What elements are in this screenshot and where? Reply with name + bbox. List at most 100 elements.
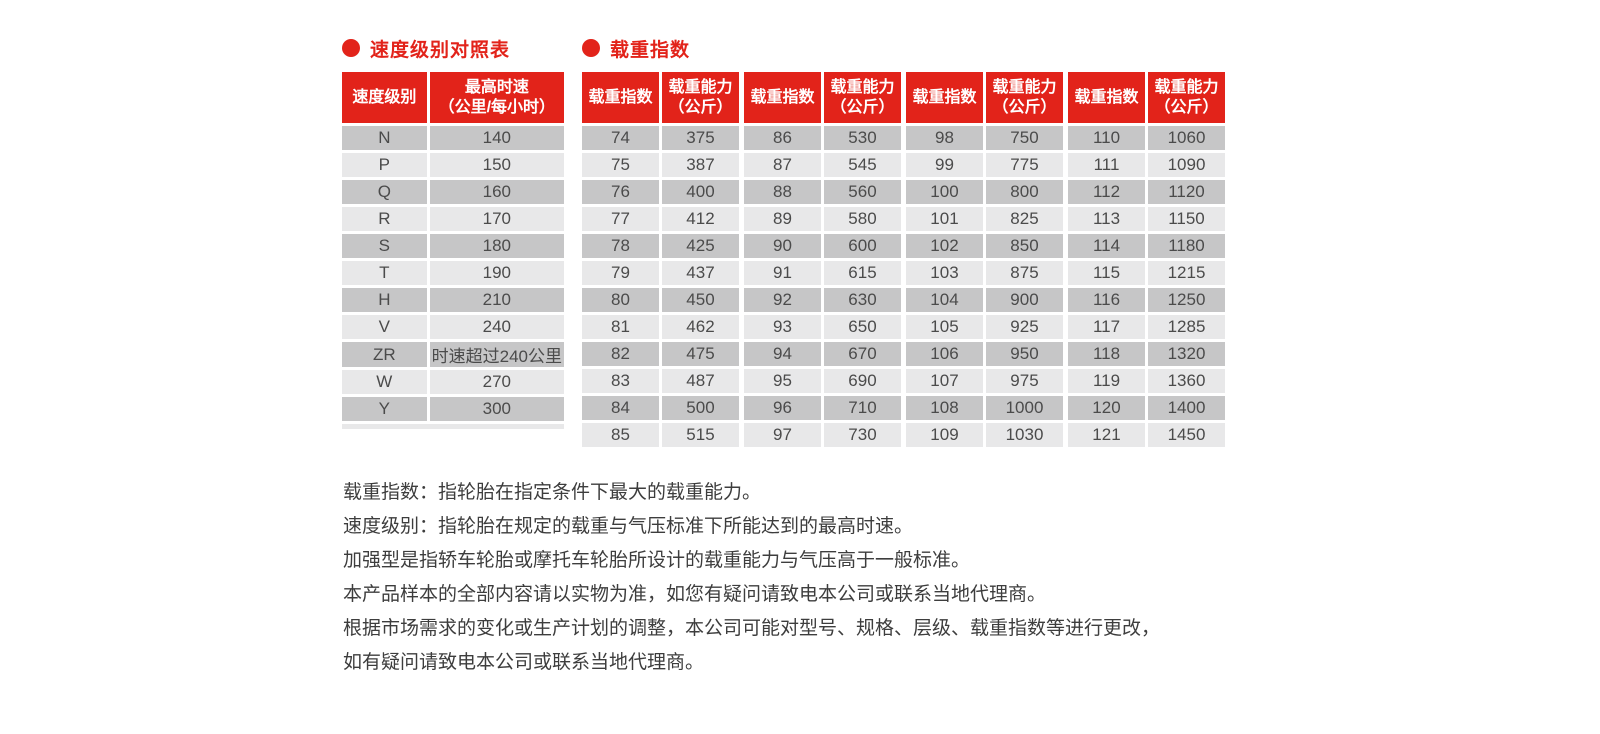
table-cell: 102 bbox=[906, 232, 986, 261]
table-cell: 105 bbox=[906, 313, 986, 342]
header-row: 速度级别 最高时速 （公里/每小时） bbox=[342, 72, 564, 126]
max-speed-column-header: 最高时速 （公里/每小时） bbox=[428, 72, 564, 126]
load-index-table-group-1: 载重指数 载重能力 （公斤） 74 375 75 387 76 400 77 412 78 425… bbox=[582, 72, 739, 450]
table-cell: 730 bbox=[822, 421, 901, 450]
table-cell: 750 bbox=[984, 124, 1063, 153]
table-cell: 560 bbox=[822, 178, 901, 207]
table-cell: 462 bbox=[660, 313, 739, 342]
table-row: 102 850 bbox=[906, 232, 1063, 261]
table-row: 104 900 bbox=[906, 286, 1063, 315]
table-cell: 86 bbox=[744, 124, 824, 153]
table-row: S 180 bbox=[342, 232, 564, 261]
table-cell: 118 bbox=[1068, 340, 1148, 369]
table-cell: 1060 bbox=[1146, 124, 1225, 153]
table-row: 112 1120 bbox=[1068, 178, 1225, 207]
table-row: 83 487 bbox=[582, 367, 739, 396]
table-row: 79 437 bbox=[582, 259, 739, 288]
table-row: 82 475 bbox=[582, 340, 739, 369]
table-cell: 1180 bbox=[1146, 232, 1225, 261]
table-cell: 114 bbox=[1068, 232, 1148, 261]
table-row: 90 600 bbox=[744, 232, 901, 261]
table-cell: 101 bbox=[906, 205, 986, 234]
table-cell: 1215 bbox=[1146, 259, 1225, 288]
header-row: 载重指数 载重能力 （公斤） bbox=[582, 72, 739, 126]
table-cell: 475 bbox=[660, 340, 739, 369]
table-cell: 850 bbox=[984, 232, 1063, 261]
table-row: 88 560 bbox=[744, 178, 901, 207]
table-cell: 113 bbox=[1068, 205, 1148, 234]
table-cell: 83 bbox=[582, 367, 662, 396]
table-cell: 300 bbox=[428, 395, 564, 424]
table-cell: 89 bbox=[744, 205, 824, 234]
table-cell: 112 bbox=[1068, 178, 1148, 207]
load-index-table-group-2: 载重指数 载重能力 （公斤） 86 530 87 545 88 560 89 580 90 600… bbox=[744, 72, 901, 450]
header-line2: （公里/每小时） bbox=[438, 98, 556, 116]
header-line2: （公斤） bbox=[830, 98, 895, 116]
table-cell: 545 bbox=[822, 151, 901, 180]
note-line: 速度级别：指轮胎在规定的载重与气压标准下所能达到的最高时速。 bbox=[343, 516, 914, 537]
table-cell: 775 bbox=[984, 151, 1063, 180]
table-row: 115 1215 bbox=[1068, 259, 1225, 288]
table-cell: 110 bbox=[1068, 124, 1148, 153]
load-index-column-header: 载重指数 bbox=[744, 72, 824, 126]
table-cell: 117 bbox=[1068, 313, 1148, 342]
table-cell: 1320 bbox=[1146, 340, 1225, 369]
speed-table-body: N 140 P 150 Q 160 R 170 S 180 T 190 H 210 V 240 ZR 时速超过24… bbox=[342, 124, 564, 424]
table-cell: N bbox=[342, 124, 430, 153]
load-index-table-group-3: 载重指数 载重能力 （公斤） 98 750 99 775 100 800 101 825 102… bbox=[906, 72, 1063, 450]
table-cell: 75 bbox=[582, 151, 662, 180]
header-row: 载重指数 载重能力 （公斤） bbox=[906, 72, 1063, 126]
load-table-body: 74 375 75 387 76 400 77 412 78 425 79 437 80 450 81 462… bbox=[582, 124, 739, 450]
table-cell: 950 bbox=[984, 340, 1063, 369]
table-cell: 630 bbox=[822, 286, 901, 315]
table-row: H 210 bbox=[342, 286, 564, 315]
load-table-body: 86 530 87 545 88 560 89 580 90 600 91 615 92 630 93 650… bbox=[744, 124, 901, 450]
header-row: 载重指数 载重能力 （公斤） bbox=[1068, 72, 1225, 126]
header-row: 载重指数 载重能力 （公斤） bbox=[744, 72, 901, 126]
table-row: N 140 bbox=[342, 124, 564, 153]
table-cell: 104 bbox=[906, 286, 986, 315]
table-row: 110 1060 bbox=[1068, 124, 1225, 153]
table-cell: 79 bbox=[582, 259, 662, 288]
table-cell: 94 bbox=[744, 340, 824, 369]
table-cell: T bbox=[342, 259, 430, 288]
speed-rating-table: 速度级别 最高时速 （公里/每小时） N 140 P 150 Q 160 R 170 S 180 T… bbox=[342, 72, 564, 424]
table-row: 98 750 bbox=[906, 124, 1063, 153]
table-row: 106 950 bbox=[906, 340, 1063, 369]
table-cell: 1090 bbox=[1146, 151, 1225, 180]
table-cell: 88 bbox=[744, 178, 824, 207]
load-table-title-text: 载重指数 bbox=[610, 39, 691, 61]
footer-notes: 载重指数：指轮胎在指定条件下最大的载重能力。 速度级别：指轮胎在规定的载重与气压… bbox=[343, 483, 1160, 687]
header-line1: 载重能力 bbox=[830, 78, 895, 96]
table-cell: 90 bbox=[744, 232, 824, 261]
table-cell: 100 bbox=[906, 178, 986, 207]
note-line: 根据市场需求的变化或生产计划的调整，本公司可能对型号、规格、层级、载重指数等进行… bbox=[343, 618, 1161, 639]
table-cell: 93 bbox=[744, 313, 824, 342]
table-row: 84 500 bbox=[582, 394, 739, 423]
table-cell: 78 bbox=[582, 232, 662, 261]
table-cell: 875 bbox=[984, 259, 1063, 288]
header-line2: （公斤） bbox=[1154, 98, 1219, 116]
table-cell: 670 bbox=[822, 340, 901, 369]
table-cell: 180 bbox=[428, 232, 564, 261]
table-row: 118 1320 bbox=[1068, 340, 1225, 369]
table-cell: Y bbox=[342, 395, 430, 424]
table-row: 120 1400 bbox=[1068, 394, 1225, 423]
table-cell: H bbox=[342, 286, 430, 315]
table-cell: 515 bbox=[660, 421, 739, 450]
table-cell: S bbox=[342, 232, 430, 261]
table-row: 89 580 bbox=[744, 205, 901, 234]
speed-table-title: 速度级别对照表 bbox=[342, 36, 564, 61]
table-row: 108 1000 bbox=[906, 394, 1063, 423]
table-row: 97 730 bbox=[744, 421, 901, 450]
load-capacity-column-header: 载重能力 （公斤） bbox=[984, 72, 1063, 126]
table-cell: 107 bbox=[906, 367, 986, 396]
table-cell: 925 bbox=[984, 313, 1063, 342]
table-row: 99 775 bbox=[906, 151, 1063, 180]
table-cell: 140 bbox=[428, 124, 564, 153]
table-row: 114 1180 bbox=[1068, 232, 1225, 261]
note-line: 本产品样本的全部内容请以实物为准，如您有疑问请致电本公司或联系当地代理商。 bbox=[343, 584, 1047, 605]
table-cell: 119 bbox=[1068, 367, 1148, 396]
table-cell: 615 bbox=[822, 259, 901, 288]
